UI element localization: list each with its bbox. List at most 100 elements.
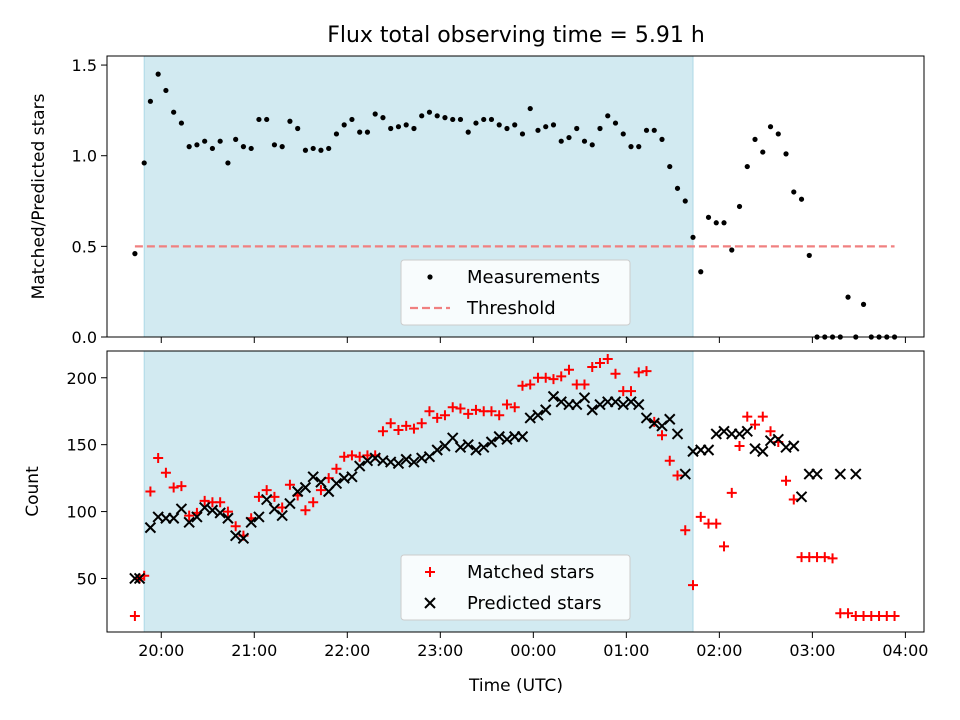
measurement-point bbox=[411, 125, 417, 132]
measurement-point bbox=[752, 136, 758, 142]
predicted-star-point bbox=[524, 412, 536, 424]
measurement-point bbox=[310, 145, 316, 152]
matched-star-point bbox=[657, 430, 668, 441]
predicted-star-point bbox=[229, 529, 242, 542]
matched-star-point bbox=[664, 455, 675, 466]
predicted-star-point bbox=[315, 476, 327, 488]
predicted-star-point bbox=[431, 444, 443, 456]
predicted-star-point bbox=[671, 428, 684, 440]
measurement-point bbox=[589, 142, 595, 148]
matched-star-point bbox=[222, 506, 233, 517]
predicted-star-point bbox=[470, 444, 482, 456]
measurement-point bbox=[798, 196, 805, 202]
y-tick-label: 0.0 bbox=[72, 328, 97, 347]
matched-star-point bbox=[672, 470, 683, 481]
predicted-star-point bbox=[493, 430, 505, 443]
measurement-point bbox=[264, 116, 270, 123]
x-tick-label: 20:00 bbox=[138, 641, 184, 660]
predicted-star-point bbox=[795, 491, 808, 503]
matched-star-point bbox=[633, 367, 644, 378]
predicted-star-point bbox=[408, 456, 420, 468]
x-tick-label: 03:00 bbox=[789, 641, 835, 660]
measurement-point bbox=[473, 120, 479, 126]
predicted-star-point bbox=[346, 471, 358, 483]
matched-star-point bbox=[331, 463, 342, 474]
predicted-star-point bbox=[609, 396, 622, 408]
matched-star-point bbox=[408, 423, 419, 434]
measurement-point bbox=[860, 301, 867, 307]
measurement-point bbox=[457, 116, 464, 123]
matched-star-point bbox=[439, 410, 450, 421]
matched-star-point bbox=[470, 404, 481, 415]
measurement-point bbox=[597, 125, 603, 132]
measurement-point bbox=[403, 122, 409, 128]
matched-star-point bbox=[416, 418, 427, 429]
matched-star-point bbox=[284, 479, 295, 490]
matched-star-point bbox=[517, 380, 528, 391]
predicted-star-point bbox=[144, 521, 157, 534]
measurement-point bbox=[651, 127, 657, 133]
predicted-star-point bbox=[369, 452, 381, 464]
measurement-point bbox=[729, 247, 735, 253]
matched-star-point bbox=[463, 408, 474, 419]
measurement-point bbox=[783, 151, 789, 157]
legend-label: Threshold bbox=[466, 298, 556, 319]
measurement-point bbox=[682, 198, 688, 204]
top-panel: 0.0 0.5 1.0 1.5 Matched/Predicted stars Measu… bbox=[29, 55, 925, 347]
predicted-star-point bbox=[462, 438, 474, 451]
matched-star-point bbox=[719, 541, 730, 552]
predicted-star-point bbox=[198, 501, 211, 514]
predicted-star-point bbox=[617, 398, 629, 411]
predicted-star-point bbox=[400, 453, 412, 466]
predicted-star-point bbox=[555, 396, 567, 408]
predicted-star-point bbox=[330, 477, 343, 490]
measurement-point bbox=[240, 144, 247, 150]
matched-star-point bbox=[447, 402, 458, 413]
matched-star-point bbox=[153, 453, 164, 464]
predicted-star-point bbox=[175, 503, 188, 515]
matched-star-point bbox=[819, 552, 830, 563]
matched-star-point bbox=[540, 372, 551, 383]
matched-star-point bbox=[308, 497, 319, 508]
predicted-star-point bbox=[648, 417, 660, 429]
measurement-point bbox=[698, 269, 704, 275]
measurement-point bbox=[141, 160, 147, 166]
y-axis-label: Count bbox=[23, 466, 43, 517]
measurement-point bbox=[481, 116, 487, 123]
chart-title: Flux total observing time = 5.91 h bbox=[327, 23, 705, 48]
y-tick-label: 200 bbox=[66, 369, 97, 388]
predicted-star-point bbox=[129, 572, 141, 585]
measurement-point bbox=[450, 116, 456, 123]
measurement-point bbox=[333, 131, 340, 137]
y-tick-label: 150 bbox=[66, 436, 97, 455]
legend: Matched stars Predicted stars bbox=[400, 554, 631, 621]
measurement-point bbox=[527, 105, 533, 112]
measurement-point bbox=[178, 120, 185, 126]
predicted-star-point bbox=[485, 436, 498, 448]
matched-star-point bbox=[548, 374, 559, 385]
measurement-point bbox=[248, 145, 254, 152]
matched-star-point bbox=[556, 371, 567, 382]
matched-star-point bbox=[339, 451, 350, 462]
predicted-star-point bbox=[679, 468, 691, 480]
predicted-star-point bbox=[540, 404, 552, 416]
predicted-star-point bbox=[245, 516, 257, 528]
predicted-star-point bbox=[214, 507, 226, 519]
predicted-star-point bbox=[664, 413, 676, 425]
axes-frame bbox=[106, 55, 925, 338]
matched-star-point bbox=[346, 450, 357, 461]
x-tick-label: 01:00 bbox=[603, 641, 649, 660]
measurement-point bbox=[434, 113, 440, 119]
measurement-point bbox=[674, 185, 681, 191]
predicted-star-point bbox=[260, 493, 273, 506]
legend-dot-icon bbox=[427, 274, 433, 280]
matched-star-point bbox=[315, 485, 326, 496]
y-tick-label: 50 bbox=[77, 569, 97, 588]
predicted-star-point bbox=[594, 398, 606, 411]
matched-star-point bbox=[726, 487, 737, 498]
measurement-point bbox=[543, 124, 549, 130]
predicted-star-point bbox=[253, 511, 265, 523]
predicted-star-point bbox=[133, 572, 146, 585]
measurement-point bbox=[155, 71, 161, 77]
measurement-point bbox=[791, 189, 797, 195]
